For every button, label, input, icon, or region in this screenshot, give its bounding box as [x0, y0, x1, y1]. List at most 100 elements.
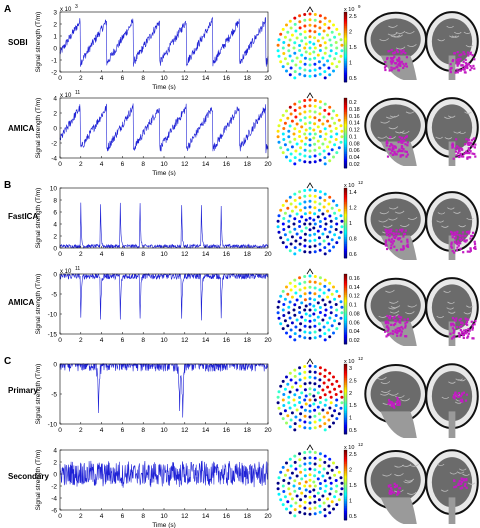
sensor-dot — [295, 318, 299, 322]
sensor-dot — [285, 155, 288, 159]
source-voxel — [454, 233, 457, 236]
source-voxel — [464, 58, 467, 61]
source-voxel — [467, 232, 470, 235]
source-voxel — [463, 71, 466, 74]
sensor-dot — [281, 417, 285, 421]
sensor-dot — [323, 303, 327, 307]
colorbar-segment — [344, 161, 347, 164]
sensor-dot — [312, 402, 316, 406]
sensor-dot — [322, 291, 326, 295]
colorbar-segment — [344, 300, 347, 303]
sensor-dot — [333, 211, 337, 215]
x-tick-label: 10 — [160, 251, 168, 258]
sensor-dot — [308, 245, 312, 249]
sensor-dot — [318, 190, 322, 194]
sensor-dot — [340, 401, 344, 405]
sensor-dot — [283, 319, 287, 323]
signal-trace — [59, 272, 269, 321]
x-tick-label: 6 — [121, 251, 125, 258]
source-voxel — [402, 148, 405, 151]
source-voxel — [385, 239, 388, 242]
sensor-dot — [326, 471, 330, 475]
colorbar-segment — [344, 338, 347, 341]
sensor-dot — [285, 109, 288, 113]
sulcus-line — [395, 46, 406, 50]
colorbar-segment — [344, 399, 347, 402]
sulcus-line — [458, 224, 466, 228]
sensor-dot — [290, 59, 294, 63]
sensor-dot — [339, 230, 343, 234]
colorbar-segment — [344, 472, 347, 475]
source-voxel — [401, 146, 404, 149]
sensor-dot — [308, 364, 312, 368]
sensor-dot — [318, 26, 322, 30]
source-voxel — [458, 319, 461, 322]
colorbar-tick-label: 0.8 — [349, 237, 357, 243]
source-voxel — [398, 62, 401, 66]
colorbar-segment — [344, 240, 347, 243]
sensor-dot — [282, 52, 286, 55]
sensor-dot — [323, 374, 327, 378]
sensor-dot — [288, 457, 292, 461]
source-voxel — [393, 236, 396, 240]
source-voxel — [451, 322, 454, 325]
sensor-dot — [303, 382, 307, 386]
source-voxel — [458, 150, 461, 153]
sensor-dot — [303, 200, 307, 204]
x-tick-label: 8 — [141, 251, 145, 258]
source-voxel — [387, 328, 390, 331]
source-voxel — [396, 329, 399, 333]
y-tick-label: 6 — [53, 210, 57, 217]
colorbar-segment — [344, 230, 347, 233]
x-tick-label: 10 — [160, 75, 168, 82]
source-voxel — [400, 149, 403, 152]
sensor-dot — [333, 57, 337, 61]
sulcus-line — [444, 137, 453, 140]
x-tick-label: 2 — [79, 337, 83, 344]
colorbar-segment — [344, 38, 347, 41]
source-voxel — [463, 479, 466, 482]
sensor-dot — [299, 322, 303, 326]
source-voxel — [469, 53, 472, 56]
colorbar-exponent-base: x 10 — [344, 445, 354, 451]
sensor-dot — [299, 294, 303, 298]
sensor-dot — [313, 232, 317, 236]
sensor-dot — [318, 482, 322, 485]
colorbar-segment — [344, 76, 347, 79]
source-voxel — [460, 155, 464, 158]
source-voxel — [453, 394, 456, 397]
sensor-dot — [313, 68, 317, 72]
sensor-dot — [292, 308, 296, 312]
sensor-dot — [308, 233, 312, 237]
colorbar-segment — [344, 157, 347, 160]
source-voxel — [384, 320, 387, 323]
sensor-dot — [328, 316, 332, 320]
colorbar-segment — [344, 133, 347, 136]
sensor-dot — [300, 315, 304, 319]
sensor-dot — [308, 18, 312, 22]
brain-tissue — [370, 18, 421, 61]
sensor-dot — [290, 209, 294, 213]
sensor-dot — [298, 372, 302, 376]
sensor-dot — [298, 452, 302, 456]
sulcus-line — [446, 307, 454, 310]
colorbar-segment — [344, 80, 347, 83]
sensor-dot — [328, 124, 332, 128]
sensor-dot — [281, 465, 285, 469]
source-voxel — [384, 68, 387, 72]
colorbar-segment — [344, 99, 347, 102]
source-voxel — [384, 322, 387, 325]
source-voxel — [451, 317, 455, 320]
sensor-dot — [340, 49, 344, 53]
source-voxel — [467, 54, 470, 57]
colorbar-segment — [344, 430, 347, 433]
sensor-dot — [287, 135, 291, 139]
x-tick-label: 10 — [160, 161, 168, 168]
source-voxel — [462, 51, 465, 54]
source-voxel — [450, 322, 453, 325]
sulcus-line — [403, 480, 413, 484]
source-voxel — [460, 482, 463, 485]
sensor-dot — [313, 292, 317, 296]
sensor-dot — [335, 308, 339, 312]
sensor-dot — [318, 225, 322, 228]
